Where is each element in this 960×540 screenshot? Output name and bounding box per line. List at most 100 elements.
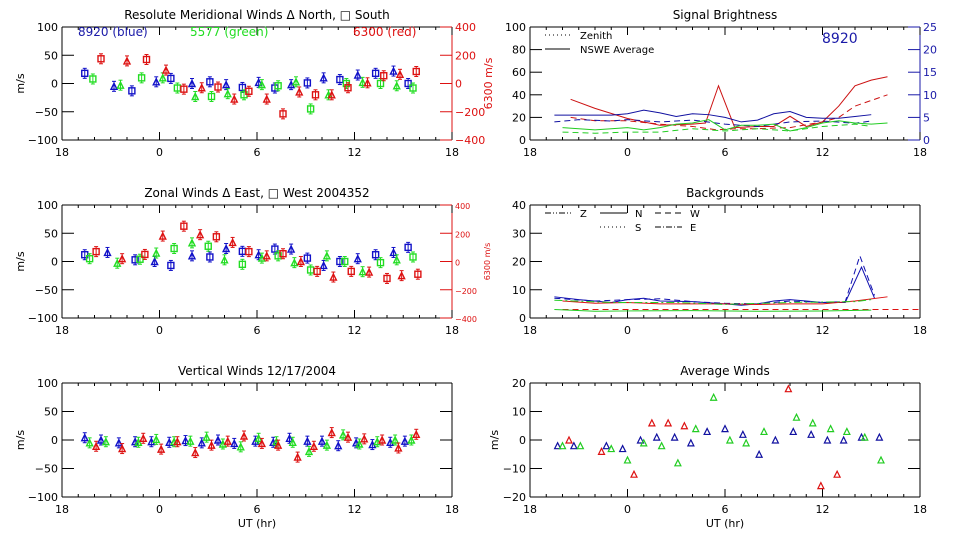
y-tick-label: 100: [37, 21, 58, 34]
square-marker: [206, 78, 214, 86]
square-marker: [170, 244, 178, 253]
data-point-5577: [116, 79, 125, 91]
data-point-6300: [565, 435, 573, 444]
triangle-marker: [113, 258, 122, 267]
chart-meridional: Resolute Meridional Winds Δ North, □ Sou…: [14, 8, 495, 159]
triangle-marker: [228, 237, 237, 247]
data-point-6300: [273, 439, 283, 451]
y-tick-label: 40: [512, 199, 526, 212]
data-point-5577: [137, 72, 146, 84]
data-point-5577: [409, 251, 417, 263]
y-axis-label: m/s: [14, 430, 27, 450]
data-point-6300: [311, 89, 320, 101]
y-tick-label: 0: [51, 434, 58, 447]
data-point-6300: [412, 65, 420, 77]
data-point-8920: [167, 259, 175, 271]
triangle-marker: [389, 66, 398, 75]
series-line-blue-n: [554, 265, 875, 306]
chart-zonal: Zonal Winds Δ East, □ West 2004352 18 0 6 12…: [14, 186, 492, 337]
chart-title: Backgrounds: [686, 186, 764, 200]
square-marker: [412, 67, 420, 76]
data-point-8920: [336, 256, 344, 267]
x-tick-label: 6: [722, 324, 729, 337]
data-point-5577: [355, 438, 364, 450]
square-marker: [404, 243, 412, 252]
triangle-marker: [134, 437, 143, 446]
y-tick-label: 0: [519, 134, 526, 147]
data-point-5577: [709, 392, 718, 401]
triangle-marker: [319, 260, 328, 270]
data-point-5577: [291, 76, 301, 88]
triangle-marker: [207, 440, 216, 449]
y-axis-label: m/s: [14, 251, 27, 271]
series-annotation: 6300 (red): [353, 25, 416, 39]
y2-tick-label: 15: [923, 66, 937, 79]
square-marker: [214, 83, 222, 91]
data-point-6300: [191, 447, 200, 459]
square-marker: [238, 260, 247, 269]
triangle-marker: [161, 65, 171, 74]
x-tick-label: 12: [348, 146, 362, 159]
y2-tick-label: 400: [455, 21, 476, 34]
square-marker: [347, 267, 355, 276]
data-point-8920: [213, 434, 223, 446]
square-marker: [341, 257, 349, 266]
triangle-marker: [351, 438, 361, 447]
data-point-5577: [306, 103, 315, 115]
data-point-5577: [358, 76, 367, 88]
triangle-marker: [187, 78, 197, 88]
triangle-marker: [394, 443, 403, 452]
triangle-marker: [91, 441, 101, 450]
data-point-8920: [303, 252, 312, 264]
square-marker: [207, 92, 216, 101]
square-marker: [137, 74, 146, 82]
triangle-marker: [364, 267, 374, 276]
x-tick-label: 18: [913, 324, 927, 337]
triangle-marker: [152, 77, 161, 86]
square-marker: [409, 84, 417, 92]
data-point-8920: [81, 67, 89, 79]
data-point-5577: [376, 257, 385, 269]
data-point-8920: [602, 441, 611, 450]
data-point-5577: [623, 455, 632, 464]
triangle-marker: [197, 438, 206, 447]
y-tick-label: 100: [505, 21, 526, 34]
triangle-marker: [389, 247, 398, 257]
x-tick-label: 18: [445, 146, 459, 159]
triangle-marker: [80, 433, 89, 442]
data-point-8920: [400, 435, 410, 447]
data-point-8920: [131, 254, 139, 266]
y-tick-label: 20: [512, 111, 526, 124]
square-marker: [383, 274, 391, 283]
data-point-6300: [394, 442, 403, 454]
data-point-5577: [173, 82, 182, 94]
triangle-marker: [390, 435, 400, 444]
data-point-5577: [392, 80, 401, 92]
triangle-marker: [158, 231, 167, 240]
triangle-marker: [257, 80, 267, 89]
x-tick-label: 12: [816, 324, 830, 337]
triangle-marker: [213, 435, 223, 444]
triangle-marker: [187, 238, 197, 247]
data-point-5577: [373, 436, 382, 448]
data-point-6300: [343, 431, 353, 443]
data-point-6300: [245, 85, 253, 97]
data-point-5577: [826, 424, 835, 433]
data-point-6300: [816, 481, 825, 490]
data-point-8920: [636, 435, 645, 444]
triangle-marker: [329, 272, 338, 281]
square-marker: [279, 110, 287, 118]
triangle-marker: [412, 429, 421, 438]
x-tick-label: 0: [624, 324, 631, 337]
y-tick-label: −50: [35, 284, 58, 297]
square-marker: [271, 245, 279, 253]
triangle-marker: [355, 439, 364, 448]
square-marker: [206, 253, 214, 261]
data-point-8920: [823, 435, 832, 444]
triangle-marker: [116, 80, 125, 89]
data-point-8920: [206, 251, 214, 263]
triangle-marker: [139, 433, 148, 442]
y-tick-label: 100: [37, 377, 58, 390]
